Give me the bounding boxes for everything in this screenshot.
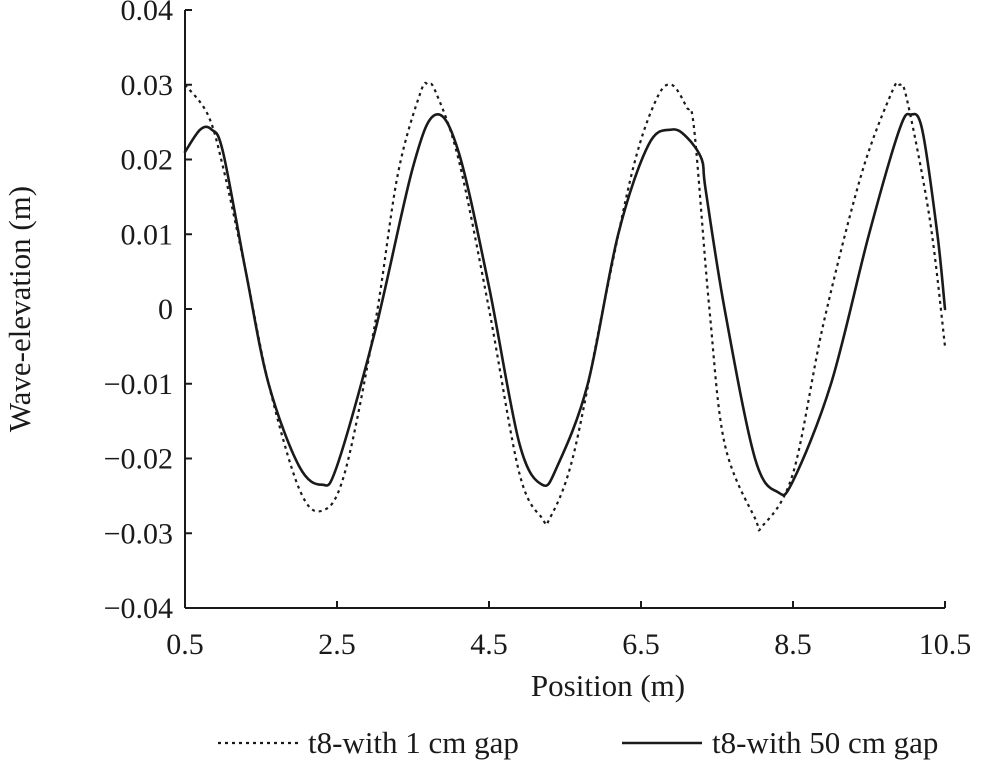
- x-axis-title: Position (m): [531, 668, 685, 703]
- x-tick-label: 4.5: [470, 628, 508, 661]
- plot-area: 0.04 0.03 0.02 0.01 0 −0.01 −0.02 −0.03 −0.04 0.…: [104, 0, 972, 661]
- x-tick-label: 10.5: [919, 628, 972, 661]
- y-tick-label: −0.02: [104, 443, 173, 476]
- series-group: [183, 81, 947, 532]
- y-tick-label: 0.04: [121, 0, 174, 27]
- y-axis-title: Wave-elevation (m): [2, 186, 37, 432]
- legend-label-1cm-gap: t8-with 1 cm gap: [308, 725, 519, 760]
- y-tick-label: 0.02: [121, 144, 174, 177]
- x-tick-label: 0.5: [166, 628, 204, 661]
- y-tick-label: −0.01: [104, 368, 173, 401]
- y-ticks: 0.04 0.03 0.02 0.01 0 −0.01 −0.02 −0.03 −0.04: [104, 0, 192, 625]
- y-tick-label: −0.03: [104, 517, 173, 550]
- y-tick-label: 0.01: [121, 218, 174, 251]
- x-tick-label: 6.5: [622, 628, 660, 661]
- y-tick-label: −0.04: [104, 592, 173, 625]
- x-tick-label: 8.5: [774, 628, 812, 661]
- series-line-50cm-gap: [183, 112, 947, 497]
- x-ticks: 0.5 2.5 4.5 6.5 8.5 10.5: [166, 601, 971, 661]
- y-tick-label: 0: [158, 293, 173, 326]
- x-tick-label: 2.5: [318, 628, 356, 661]
- legend-label-50cm-gap: t8-with 50 cm gap: [712, 725, 938, 760]
- y-tick-label: 0.03: [121, 69, 174, 102]
- legend: t8-with 1 cm gap t8-with 50 cm gap: [218, 725, 938, 760]
